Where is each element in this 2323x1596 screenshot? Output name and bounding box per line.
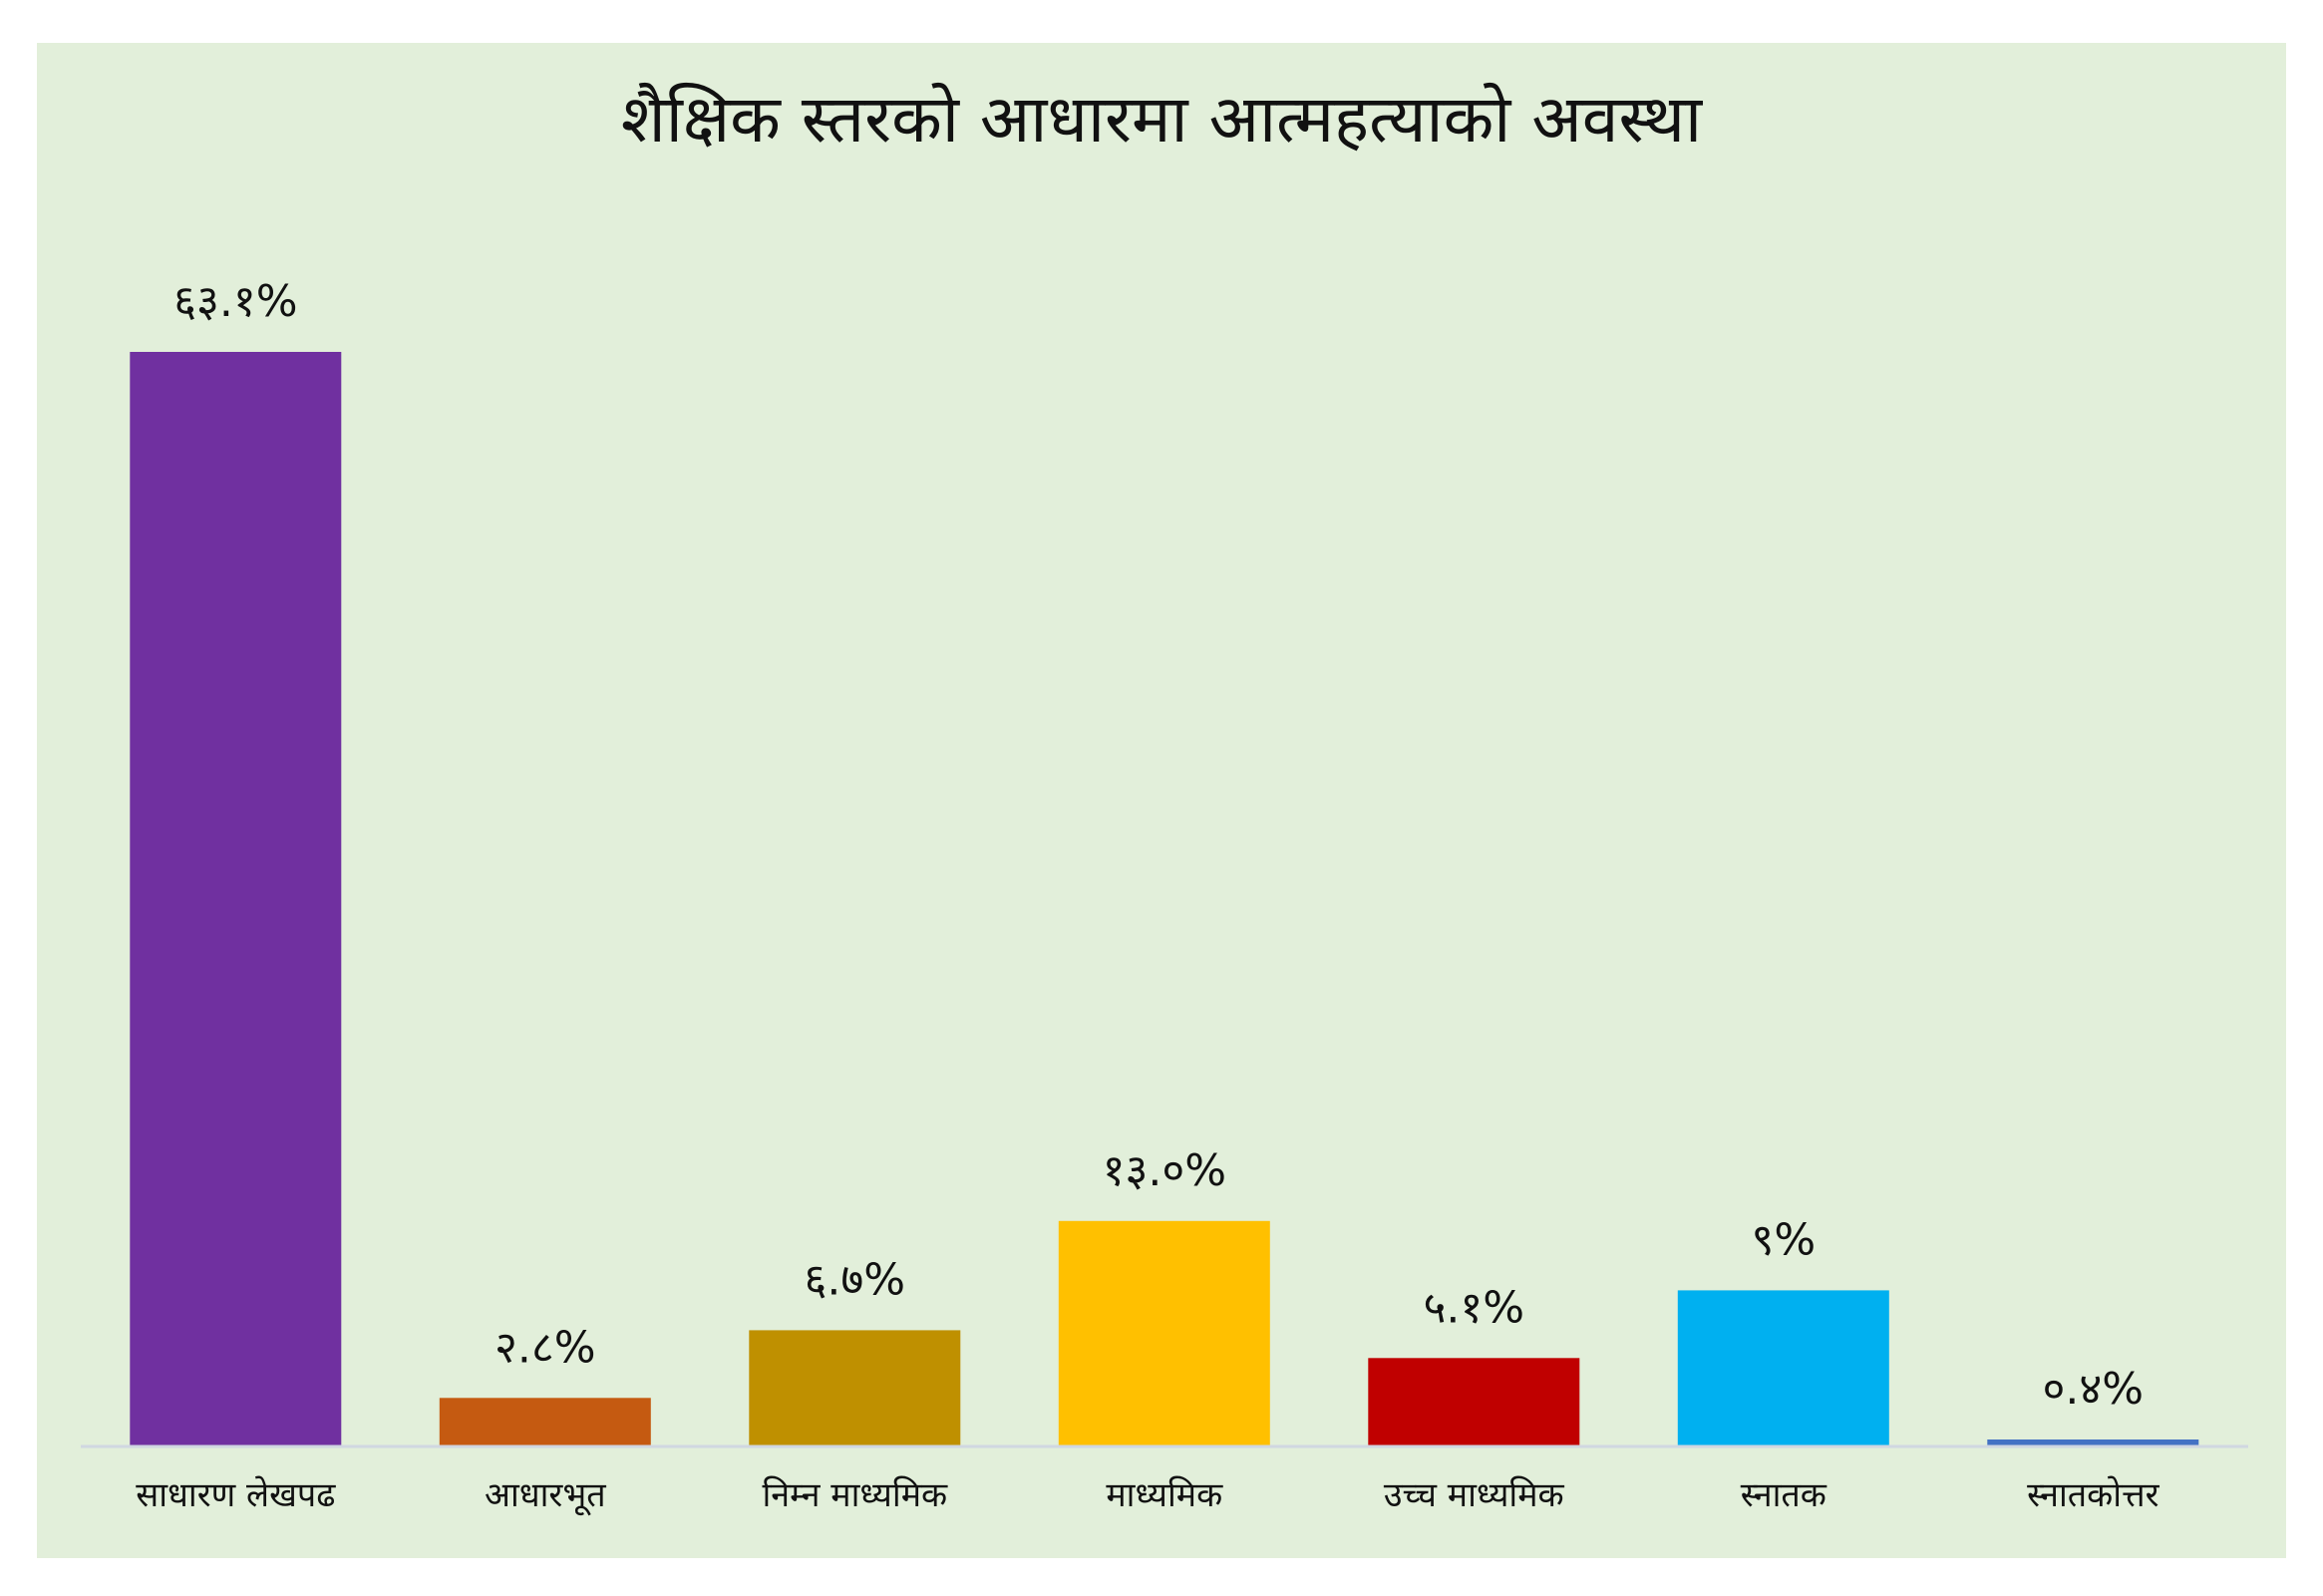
chart-title: शैक्षिक स्तरको आधारमा आत्महत्याको अवस्था: [621, 81, 1704, 158]
bar: [130, 352, 342, 1446]
category-label: स्नातक: [1741, 1475, 1827, 1515]
bar: [749, 1330, 961, 1446]
bar: [1987, 1439, 2199, 1446]
category-label: माध्यमिक: [1106, 1475, 1223, 1515]
category-label: उच्च माध्यमिक: [1384, 1475, 1565, 1515]
category-label: साधारण लेखपढ: [136, 1475, 336, 1515]
bar-chart: शैक्षिक स्तरको आधारमा आत्महत्याको अवस्था…: [81, 81, 2248, 1516]
data-label: १३.०%: [1103, 1145, 1226, 1196]
data-label: २.८%: [495, 1322, 596, 1373]
bar: [1368, 1358, 1580, 1446]
labels-layer: ६३.१% साधारण लेखपढ २.८% आधारभूत ६.७% निम्न मा…: [136, 276, 2159, 1516]
data-label: ६.७%: [805, 1254, 906, 1305]
category-label: निम्न माध्यमिक: [762, 1475, 948, 1515]
data-label: ९%: [1751, 1214, 1816, 1265]
chart-panel: शैक्षिक स्तरको आधारमा आत्महत्याको अवस्था…: [37, 43, 2286, 1558]
category-label: आधारभूत: [485, 1475, 606, 1516]
bar: [1677, 1290, 1889, 1446]
bar: [1058, 1220, 1270, 1446]
data-label: ५.१%: [1424, 1282, 1525, 1333]
bars-layer: [130, 352, 2199, 1446]
category-label: स्नातकोत्तर: [2027, 1475, 2159, 1515]
data-label: ६३.१%: [173, 276, 297, 327]
data-label: ०.४%: [2043, 1364, 2145, 1415]
bar: [439, 1398, 651, 1446]
